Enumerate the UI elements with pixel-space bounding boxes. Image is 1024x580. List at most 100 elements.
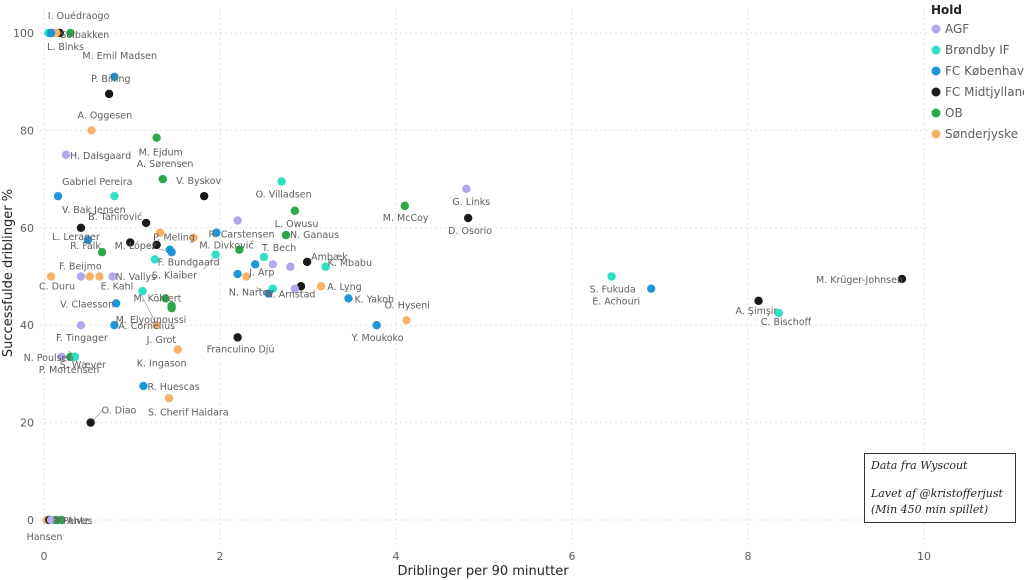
data-point <box>95 272 104 281</box>
data-point <box>57 515 66 525</box>
data-point <box>152 321 161 330</box>
data-point <box>268 260 277 269</box>
data-point <box>173 345 182 354</box>
point-label: T. Bech <box>261 243 296 254</box>
point-label: M. Krüger-Johnsen <box>816 275 903 286</box>
x-tick-label: 0 <box>41 550 48 563</box>
y-tick-label: 0 <box>27 514 34 527</box>
data-point <box>647 284 656 293</box>
data-point <box>463 213 473 223</box>
data-point <box>372 321 381 330</box>
point-label: R. Huescas <box>147 382 199 393</box>
legend-entry: Sønderjyske <box>945 127 1018 141</box>
data-point <box>286 262 295 271</box>
data-point <box>167 303 176 313</box>
y-tick-label: 40 <box>20 319 34 332</box>
point-label: O. Diao <box>102 406 137 417</box>
data-point <box>897 274 907 284</box>
data-point <box>212 228 221 237</box>
data-point <box>199 191 209 201</box>
data-point <box>150 255 160 264</box>
x-tick-label: 6 <box>569 550 576 563</box>
legend-marker <box>931 24 941 34</box>
annotation-source: Data fra Wyscout <box>871 459 968 472</box>
data-point <box>86 418 95 427</box>
point-label: E. Achouri <box>592 297 640 308</box>
point-label: I. Ouédraogo <box>48 11 110 22</box>
point-label: Gabriel Pereira <box>62 177 132 188</box>
data-point <box>462 184 471 194</box>
legend-marker <box>931 87 941 97</box>
legend-title: Hold <box>931 3 962 17</box>
data-points <box>42 28 907 525</box>
point-label: H. Dalsgaard <box>70 151 131 162</box>
data-point <box>290 206 299 215</box>
legend-entry: FC Midtjylland <box>945 85 1024 99</box>
point-label: C. Bischoff <box>761 317 812 328</box>
point-label: M. Köhlert <box>133 293 181 304</box>
data-point <box>110 321 119 330</box>
data-point <box>53 191 63 201</box>
data-point <box>302 257 312 267</box>
point-label: K. Yakob <box>354 294 394 305</box>
data-point <box>402 316 411 325</box>
point-label: P. Pentz <box>53 516 89 527</box>
data-point <box>61 150 71 159</box>
point-label: N. Ganaus <box>290 230 339 241</box>
data-point <box>111 299 121 308</box>
point-label: J. Arp <box>248 267 274 278</box>
point-label: Solbakken <box>60 30 109 41</box>
x-tick-label: 4 <box>393 550 400 563</box>
point-label: P. Mortensen <box>39 365 100 376</box>
legend-entry: FC København <box>945 64 1024 78</box>
data-point <box>754 296 763 306</box>
data-point <box>104 89 114 99</box>
data-point <box>189 233 198 242</box>
legend-entry: AGF <box>945 22 969 36</box>
legend-entry: Brøndby IF <box>945 43 1010 57</box>
data-point <box>233 269 242 279</box>
data-point <box>400 201 409 211</box>
y-tick-label: 60 <box>20 222 34 235</box>
point-label: M. Divković <box>199 241 253 252</box>
point-label: S. Fukuda <box>590 285 636 296</box>
point-label: M. López <box>115 241 157 252</box>
point-label: S. Wæver <box>60 360 106 371</box>
point-label: P. Meling <box>153 233 195 244</box>
data-point <box>152 133 161 142</box>
point-label: K. Mbabu <box>328 258 372 269</box>
legend-marker <box>931 129 941 139</box>
point-label: P. Billing <box>91 74 130 85</box>
x-tick-label: 2 <box>217 550 224 563</box>
data-point <box>110 72 119 82</box>
point-label: L. Owusu <box>275 219 319 230</box>
point-label: L. Lerager <box>52 232 100 243</box>
legend-entry: OB <box>945 106 963 120</box>
point-label: N. Vallys <box>116 272 157 283</box>
data-point <box>774 308 783 318</box>
data-point <box>46 272 56 281</box>
data-point <box>251 260 260 269</box>
data-point <box>110 191 119 201</box>
x-tick-labels: 0 2 4 6 8 10 <box>41 550 932 563</box>
y-tick-label: 80 <box>20 124 34 137</box>
data-point <box>321 262 330 271</box>
point-label: F. Bundgaard <box>158 258 220 269</box>
point-label: L. Binks <box>47 42 84 53</box>
data-point <box>57 352 66 362</box>
point-label: F. Tingager <box>56 333 108 344</box>
data-point <box>235 245 244 254</box>
point-label: O. Hyseni <box>385 300 430 311</box>
data-point <box>126 238 135 247</box>
point-label: C. Duru <box>39 282 75 293</box>
data-point <box>138 286 147 296</box>
point-label: N. Poulsen <box>24 353 74 364</box>
data-point <box>211 250 220 259</box>
point-label: M. Ejdum <box>139 148 183 159</box>
point-label: J. Grot <box>146 335 177 346</box>
data-point <box>85 272 94 281</box>
data-point <box>264 289 273 298</box>
point-label: V. Byskov <box>176 176 221 187</box>
